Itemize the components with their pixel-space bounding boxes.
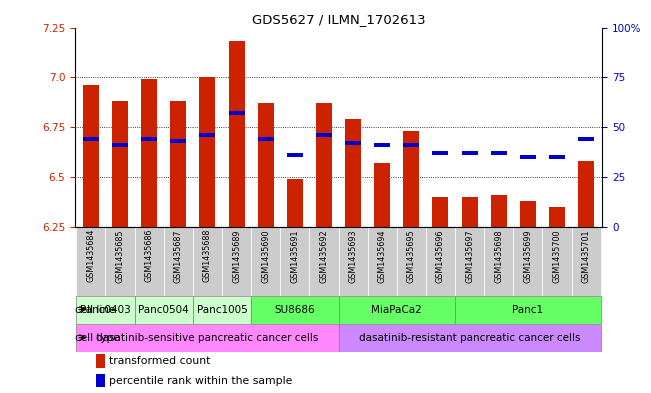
Text: GSM1435687: GSM1435687	[174, 229, 183, 283]
Text: GSM1435697: GSM1435697	[465, 229, 474, 283]
Bar	[135, 227, 163, 296]
Bar	[432, 151, 449, 155]
Bar	[280, 227, 309, 296]
Text: GSM1435689: GSM1435689	[232, 229, 241, 283]
Bar	[542, 227, 572, 296]
Bar	[141, 137, 157, 141]
Bar	[83, 85, 99, 227]
Bar	[316, 103, 332, 227]
Bar	[163, 227, 193, 296]
Bar	[578, 161, 594, 227]
Text: MiaPaCa2: MiaPaCa2	[372, 305, 422, 314]
Bar	[339, 323, 601, 352]
Bar	[491, 195, 506, 227]
Bar	[112, 143, 128, 147]
Bar	[287, 153, 303, 157]
Bar	[426, 227, 455, 296]
Bar	[549, 155, 565, 160]
Bar	[455, 227, 484, 296]
Text: GSM1435691: GSM1435691	[290, 229, 299, 283]
Bar	[96, 354, 105, 367]
Bar	[76, 227, 105, 296]
Bar	[316, 133, 332, 138]
Bar	[258, 103, 273, 227]
Text: GSM1435694: GSM1435694	[378, 229, 387, 283]
Bar	[112, 101, 128, 227]
Bar	[83, 137, 99, 141]
Text: GSM1435701: GSM1435701	[581, 229, 590, 283]
Bar	[514, 227, 542, 296]
Bar	[199, 133, 215, 138]
Text: Panc0403: Panc0403	[80, 305, 131, 314]
Bar	[141, 79, 157, 227]
Text: SU8686: SU8686	[275, 305, 315, 314]
Text: Panc1: Panc1	[512, 305, 544, 314]
Text: GSM1435695: GSM1435695	[407, 229, 416, 283]
Text: GSM1435699: GSM1435699	[523, 229, 533, 283]
Bar	[193, 227, 222, 296]
Bar	[578, 137, 594, 141]
Bar	[462, 197, 478, 227]
Text: GSM1435700: GSM1435700	[553, 229, 562, 283]
Text: GSM1435684: GSM1435684	[87, 229, 96, 283]
Bar	[432, 197, 449, 227]
Bar	[76, 323, 339, 352]
Bar	[374, 143, 390, 147]
Bar	[491, 151, 506, 155]
Bar	[309, 227, 339, 296]
Bar	[397, 227, 426, 296]
Bar	[135, 296, 193, 323]
Bar	[193, 296, 251, 323]
Bar	[345, 119, 361, 227]
Bar	[199, 77, 215, 227]
Bar	[404, 131, 419, 227]
Bar	[105, 227, 135, 296]
Title: GDS5627 / ILMN_1702613: GDS5627 / ILMN_1702613	[252, 13, 425, 26]
Text: dasatinib-resistant pancreatic cancer cells: dasatinib-resistant pancreatic cancer ce…	[359, 332, 581, 343]
Bar	[287, 179, 303, 227]
Bar	[484, 227, 514, 296]
Bar	[520, 201, 536, 227]
Text: GSM1435688: GSM1435688	[203, 229, 212, 283]
Text: cell line: cell line	[75, 305, 115, 314]
Bar	[171, 139, 186, 143]
Text: GSM1435685: GSM1435685	[115, 229, 124, 283]
Bar	[462, 151, 478, 155]
Bar	[455, 296, 601, 323]
Bar	[572, 227, 601, 296]
Bar	[229, 42, 245, 227]
Text: GSM1435698: GSM1435698	[494, 229, 503, 283]
Bar	[520, 155, 536, 160]
Text: GSM1435692: GSM1435692	[320, 229, 329, 283]
Bar	[339, 296, 455, 323]
Bar	[251, 227, 280, 296]
Bar	[76, 296, 135, 323]
Bar	[339, 227, 368, 296]
Bar	[368, 227, 397, 296]
Text: GSM1435693: GSM1435693	[348, 229, 357, 283]
Bar	[549, 207, 565, 227]
Text: dasatinib-sensitive pancreatic cancer cells: dasatinib-sensitive pancreatic cancer ce…	[96, 332, 318, 343]
Bar	[251, 296, 339, 323]
Bar	[222, 227, 251, 296]
Text: cell type: cell type	[75, 332, 120, 343]
Text: GSM1435690: GSM1435690	[261, 229, 270, 283]
Text: percentile rank within the sample: percentile rank within the sample	[109, 376, 292, 386]
Bar	[96, 374, 105, 387]
Bar	[374, 163, 390, 227]
Text: GSM1435686: GSM1435686	[145, 229, 154, 283]
Text: Panc0504: Panc0504	[139, 305, 189, 314]
Bar	[258, 137, 273, 141]
Text: Panc1005: Panc1005	[197, 305, 247, 314]
Text: GSM1435696: GSM1435696	[436, 229, 445, 283]
Text: transformed count: transformed count	[109, 356, 210, 366]
Bar	[404, 143, 419, 147]
Bar	[171, 101, 186, 227]
Bar	[345, 141, 361, 145]
Bar	[229, 111, 245, 116]
